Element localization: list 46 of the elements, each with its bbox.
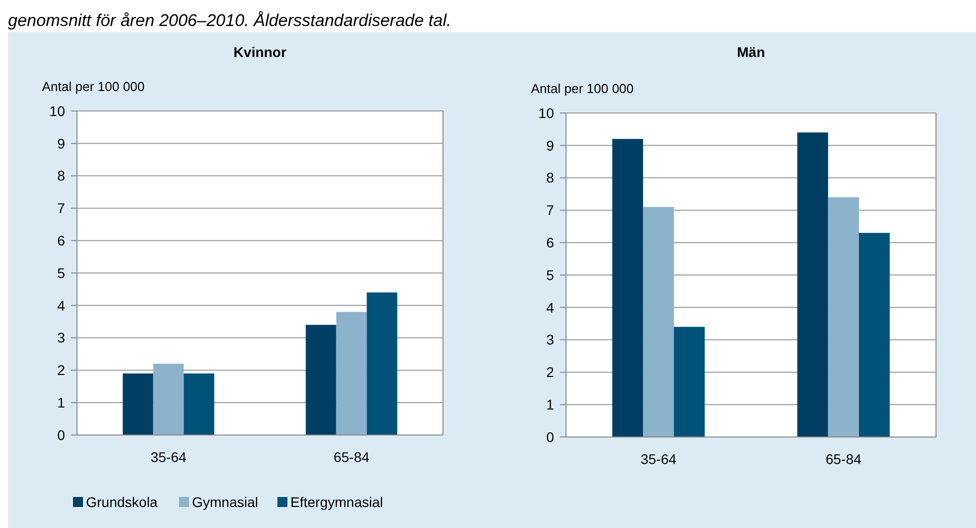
y-axis-title: Antal per 100 000 [531, 81, 634, 96]
y-tick-label: 9 [546, 137, 554, 154]
y-tick-label: 2 [57, 362, 66, 378]
y-tick-label: 5 [57, 264, 66, 281]
bar [612, 138, 644, 437]
legend-label: Grundskola [86, 494, 158, 510]
bar [797, 132, 828, 437]
y-axis-title: Antal per 100 000 [42, 79, 145, 94]
y-tick-label: 6 [57, 232, 66, 248]
bar [858, 232, 890, 437]
bar [153, 364, 184, 435]
y-tick-label: 10 [538, 104, 554, 121]
y-tick-label: 8 [546, 170, 554, 186]
text: genomsnitt för åren 2006–2010. Åldersstandardiserade tal. [8, 11, 452, 30]
y-tick-label: 0 [57, 426, 66, 443]
legend-label: Gymnasial [192, 494, 258, 510]
y-tick-label: 9 [57, 135, 66, 152]
bar [184, 373, 214, 435]
y-tick-label: 4 [57, 297, 66, 314]
y-tick-label: 1 [546, 396, 554, 412]
y-tick-label: 10 [49, 102, 66, 119]
x-tick-label: 65-84 [334, 449, 370, 465]
y-tick-label: 4 [546, 299, 554, 316]
y-tick-label: 2 [546, 364, 554, 380]
y-tick-label: 5 [546, 266, 554, 283]
x-tick-label: 65-84 [826, 451, 862, 467]
y-tick-label: 7 [546, 202, 554, 218]
y-tick-label: 1 [57, 394, 66, 410]
x-tick-label: 35-64 [150, 449, 187, 465]
bar [674, 326, 705, 437]
bar [643, 206, 674, 437]
bar [366, 292, 398, 435]
chart-title: Kvinnor [234, 44, 287, 60]
x-tick-label: 35-64 [640, 451, 677, 467]
bar [336, 312, 367, 435]
bar [828, 197, 859, 437]
y-tick-label: 0 [546, 428, 554, 445]
legend-label: Eftergymnasial [290, 494, 383, 510]
y-tick-label: 8 [57, 168, 66, 184]
y-tick-label: 6 [546, 234, 554, 250]
chart-title: Män [737, 44, 765, 60]
y-tick-label: 3 [57, 330, 66, 346]
y-tick-label: 3 [546, 332, 554, 348]
y-tick-label: 7 [57, 200, 66, 216]
bar [306, 324, 336, 435]
bar [122, 373, 154, 435]
